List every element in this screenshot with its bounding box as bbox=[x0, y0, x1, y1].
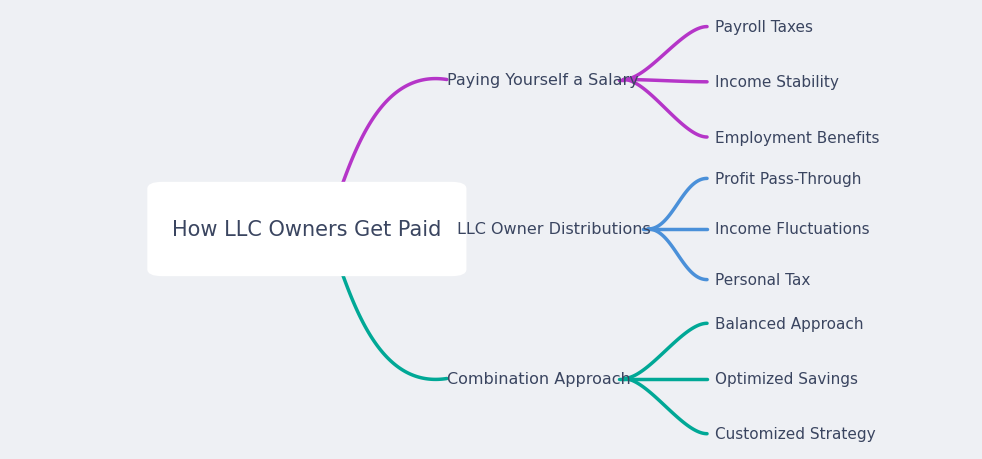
Text: LLC Owner Distributions: LLC Owner Distributions bbox=[457, 222, 650, 237]
Text: Income Stability: Income Stability bbox=[715, 75, 839, 90]
Text: Profit Pass-Through: Profit Pass-Through bbox=[715, 172, 861, 186]
Text: Paying Yourself a Salary: Paying Yourself a Salary bbox=[447, 73, 638, 88]
Text: Employment Benefits: Employment Benefits bbox=[715, 130, 880, 145]
FancyBboxPatch shape bbox=[147, 183, 466, 276]
Text: Payroll Taxes: Payroll Taxes bbox=[715, 20, 813, 35]
Text: Personal Tax: Personal Tax bbox=[715, 273, 810, 287]
Text: Optimized Savings: Optimized Savings bbox=[715, 371, 858, 386]
Text: Combination Approach: Combination Approach bbox=[447, 371, 630, 386]
Text: Customized Strategy: Customized Strategy bbox=[715, 426, 876, 441]
Text: Income Fluctuations: Income Fluctuations bbox=[715, 222, 869, 237]
Text: Balanced Approach: Balanced Approach bbox=[715, 316, 863, 331]
Text: How LLC Owners Get Paid: How LLC Owners Get Paid bbox=[172, 219, 442, 240]
